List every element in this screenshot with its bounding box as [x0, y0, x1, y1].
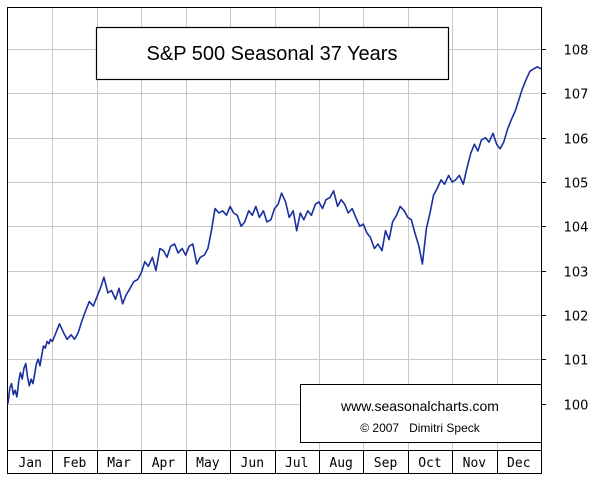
y-axis: 100 101 102 103 104 105 106 107 108: [541, 44, 588, 414]
y-tick-label: 105: [564, 177, 589, 192]
month-label: Nov: [463, 456, 487, 471]
month-label: Jan: [18, 456, 41, 471]
month-label: Sep: [374, 456, 398, 471]
month-label: Mar: [107, 456, 131, 471]
y-tick-label: 101: [564, 354, 589, 369]
month-label: Jun: [241, 456, 264, 471]
y-tick-label: 108: [564, 44, 589, 59]
series-line: [7, 66, 542, 404]
watermark-copyright: © 2007 Dimitri Speck: [360, 421, 481, 435]
y-tick-label: 103: [564, 266, 589, 281]
y-tick-label: 104: [564, 221, 589, 236]
month-label: Feb: [63, 456, 87, 471]
month-label: Oct: [418, 456, 441, 471]
month-axis: Jan Feb Mar Apr May Jun Jul Aug Sep Oct Nov Dec: [8, 450, 541, 473]
y-tick-label: 107: [564, 88, 589, 103]
month-label: Jul: [285, 456, 308, 471]
month-label: Dec: [507, 456, 530, 471]
y-tick-label: 102: [564, 310, 589, 325]
month-label: May: [196, 456, 220, 471]
watermark-box: www.seasonalcharts.com © 2007 Dimitri Sp…: [300, 384, 542, 443]
title-box: S&P 500 Seasonal 37 Years: [95, 26, 450, 81]
y-tick-label: 106: [564, 133, 589, 148]
chart-title: S&P 500 Seasonal 37 Years: [147, 43, 398, 65]
month-label: Aug: [329, 456, 352, 471]
plot-frame: [7, 7, 542, 474]
watermark-url: www.seasonalcharts.com: [340, 398, 499, 414]
y-tick-label: 100: [564, 399, 589, 414]
month-label: Apr: [152, 456, 176, 471]
